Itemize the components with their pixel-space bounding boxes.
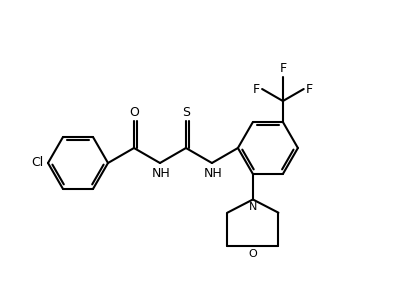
Text: F: F: [252, 83, 259, 96]
Text: N: N: [248, 202, 257, 212]
Text: NH: NH: [151, 167, 170, 180]
Text: S: S: [182, 106, 189, 119]
Text: F: F: [305, 83, 312, 96]
Text: O: O: [129, 106, 139, 119]
Text: F: F: [279, 62, 286, 75]
Text: Cl: Cl: [32, 156, 44, 170]
Text: O: O: [248, 249, 257, 259]
Text: NH: NH: [203, 167, 222, 180]
